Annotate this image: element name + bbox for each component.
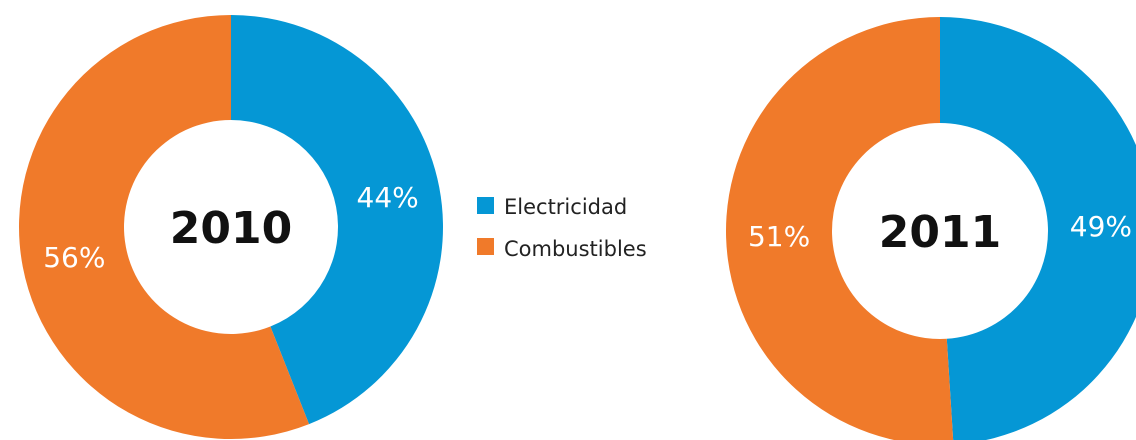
slice-label-electricidad-2010: 44% [357,181,419,214]
donut-center-label-2010: 2010 [170,203,292,254]
donut-chart-2011: 49% 51% 2011 [726,17,1136,440]
legend-swatch-combustibles [477,238,494,255]
slice-label-combustibles-2010: 56% [43,241,105,274]
legend-swatch-electricidad [477,197,494,214]
slice-label-electricidad-2011: 49% [1070,210,1132,243]
donut-center-label-2011: 2011 [879,207,1001,258]
legend-label-electricidad: Electricidad [504,195,627,219]
legend-label-combustibles: Combustibles [504,237,647,261]
legend: Electricidad Combustibles [477,195,647,261]
donut-chart-2010: 44% 56% 2010 [19,15,443,439]
slice-label-combustibles-2011: 51% [748,220,810,253]
